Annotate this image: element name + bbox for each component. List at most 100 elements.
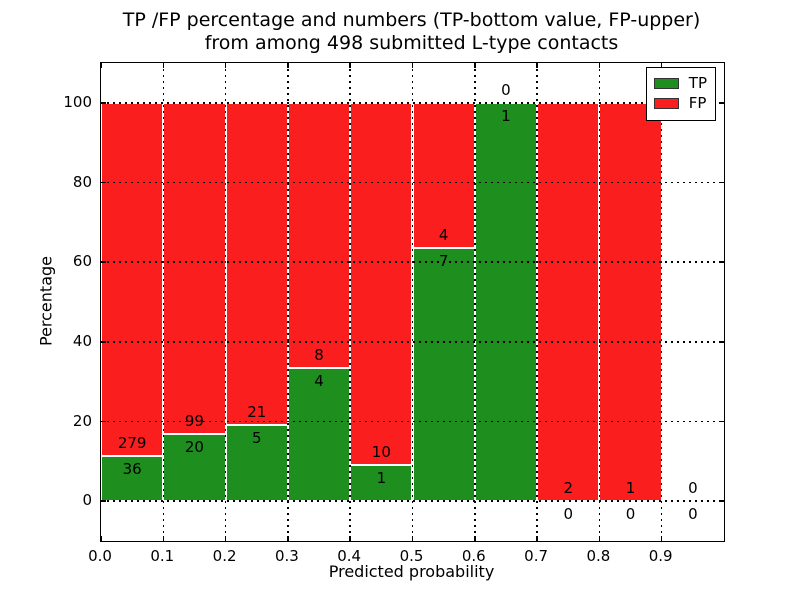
y-tick-label: 60 xyxy=(72,252,92,271)
y-tick-label: 0 xyxy=(82,491,92,510)
y-tick-label: 20 xyxy=(72,411,92,430)
bar-count-label-tp: 4 xyxy=(314,372,324,391)
legend-label-fp: FP xyxy=(688,94,707,112)
bar-count-label-tp: 0 xyxy=(563,505,574,524)
x-tick-label: 0.4 xyxy=(337,547,362,565)
y-axis-tick-right xyxy=(719,500,724,502)
x-tick-label: 0.1 xyxy=(150,547,175,565)
y-axis-tick-right xyxy=(719,181,724,184)
bar-segment-fp xyxy=(599,102,662,502)
bar-segment-tp xyxy=(163,434,226,502)
bar-count-label-tp: 5 xyxy=(251,428,262,447)
x-tick-label: 0.8 xyxy=(586,547,611,565)
y-axis-tick-right xyxy=(719,420,724,423)
y-axis-tick-right xyxy=(719,261,724,263)
gridline-vertical xyxy=(162,63,165,541)
gridline-vertical xyxy=(349,63,351,541)
x-axis-tick-top xyxy=(660,63,663,68)
bar-count-label-tp: 1 xyxy=(376,468,387,487)
legend-item-tp: TP xyxy=(653,74,707,92)
x-axis-tick xyxy=(287,536,289,541)
x-axis-tick-top xyxy=(474,63,476,68)
y-axis-tick xyxy=(101,500,106,502)
x-axis-tick-top xyxy=(411,63,414,68)
bar-count-label-fp: 8 xyxy=(314,346,324,365)
bar-count-label-fp: 10 xyxy=(371,442,391,461)
bar-segment-fp xyxy=(101,102,164,456)
y-axis-tick xyxy=(101,102,106,104)
legend: TP FP xyxy=(645,67,716,121)
chart-title-line1: TP /FP percentage and numbers (TP-bottom… xyxy=(122,9,701,31)
x-axis-tick xyxy=(224,536,227,541)
x-axis-label: Predicted probability xyxy=(328,562,495,581)
bar-count-label-fp: 1 xyxy=(625,479,636,498)
bar-segment-fp xyxy=(537,102,600,502)
x-tick-label: 0.7 xyxy=(524,547,549,565)
x-axis-tick-top xyxy=(536,63,538,68)
bar-count-label-fp: 279 xyxy=(117,433,147,452)
x-tick-label: 0.6 xyxy=(461,547,486,565)
gridline-vertical xyxy=(660,63,663,541)
legend-item-fp: FP xyxy=(653,94,707,112)
y-tick-label: 100 xyxy=(63,92,92,111)
bar-count-label-tp: 0 xyxy=(625,505,636,524)
bar-count-label-fp: 99 xyxy=(184,412,204,431)
x-axis-tick xyxy=(162,536,165,541)
bar-count-label-tp: 1 xyxy=(501,106,511,125)
y-tick-label: 80 xyxy=(72,172,92,191)
bar-count-label-fp: 0 xyxy=(688,479,698,498)
bar-segment-fp xyxy=(163,102,226,435)
x-axis-tick xyxy=(536,536,538,541)
x-axis-tick xyxy=(598,536,601,541)
tp-swatch xyxy=(653,78,679,89)
y-axis-tick-right xyxy=(719,341,724,343)
bar-segment-tp xyxy=(412,247,475,502)
bar-count-label-fp: 4 xyxy=(438,225,449,244)
x-axis-tick xyxy=(349,536,351,541)
chart-title-line2: from among 498 submitted L-type contacts xyxy=(204,32,619,54)
legend-label-tp: TP xyxy=(688,74,707,92)
gridline-vertical xyxy=(474,63,476,541)
fp-swatch xyxy=(653,98,679,109)
bar-count-label-tp: 36 xyxy=(122,459,142,478)
x-tick-label: 0.0 xyxy=(88,547,112,565)
x-axis-tick-top xyxy=(224,63,227,68)
bar-count-label-fp: 21 xyxy=(247,402,267,421)
x-tick-label: 0.5 xyxy=(399,547,424,565)
x-tick-label: 0.3 xyxy=(274,547,299,565)
x-axis-tick xyxy=(411,536,414,541)
x-axis-tick xyxy=(474,536,476,541)
x-axis-tick-top xyxy=(598,63,601,68)
bar-count-label-fp: 2 xyxy=(563,479,574,498)
y-axis-tick xyxy=(101,181,106,184)
bar-count-label-tp: 0 xyxy=(688,505,698,524)
bar-segment-tp xyxy=(350,464,413,502)
bar-segment-tp xyxy=(101,455,164,502)
bar-count-label-tp: 7 xyxy=(438,251,449,270)
x-axis-tick-top xyxy=(162,63,165,68)
gridline-vertical xyxy=(224,63,227,541)
x-axis-tick xyxy=(660,536,663,541)
x-tick-label: 0.2 xyxy=(212,547,237,565)
y-axis-tick xyxy=(101,341,106,343)
x-tick-label: 0.9 xyxy=(648,547,673,565)
bar-segment-fp xyxy=(287,102,351,369)
x-axis-tick xyxy=(100,536,102,541)
gridline-vertical xyxy=(411,63,414,541)
bar-count-label-fp: 0 xyxy=(501,80,511,99)
y-axis-tick xyxy=(101,420,106,423)
x-axis-tick-top xyxy=(100,63,102,68)
bar-segment-tp xyxy=(474,102,538,502)
gridline-vertical xyxy=(536,63,538,541)
x-axis-tick-top xyxy=(349,63,351,68)
chart-title: TP /FP percentage and numbers (TP-bottom… xyxy=(100,9,723,55)
bar-segment-fp xyxy=(350,102,413,465)
bar-count-label-tp: 20 xyxy=(184,438,204,457)
gridline-vertical xyxy=(287,63,289,541)
plot-area: TP FP 279 36 99 20 21 5 8 4 10 1 4 7 0 1 2 0 1 0 0 0 xyxy=(100,62,725,542)
y-axis-tick xyxy=(101,261,106,263)
x-axis-tick-top xyxy=(287,63,289,68)
y-tick-label: 40 xyxy=(72,331,92,350)
y-axis-tick-right xyxy=(719,102,724,104)
